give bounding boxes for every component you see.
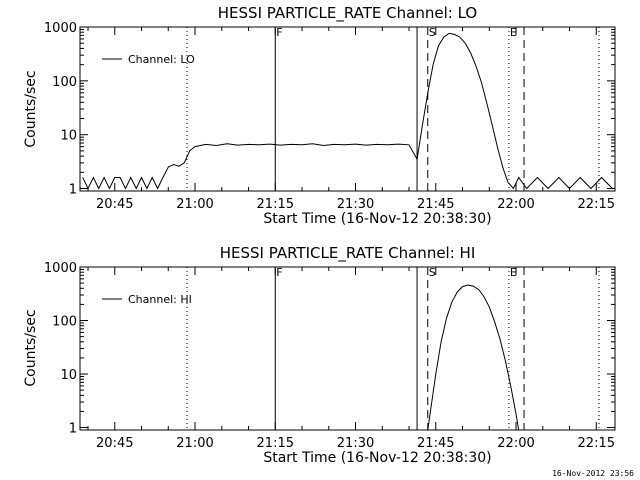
plot-frame — [79, 266, 616, 431]
x-tick-label: 21:45 — [417, 436, 454, 451]
x-tick-label: 22:00 — [497, 436, 534, 451]
x-tick-label: 21:15 — [257, 436, 294, 451]
y-tick-label: 1000 — [44, 21, 77, 36]
x-tick-label: 22:15 — [578, 197, 615, 212]
chart-panel-2: HESSI PARTICLE_RATE Channel: HI 1 10 100 100… — [23, 244, 616, 466]
x-tick-label: 21:30 — [337, 197, 374, 212]
x-tick-label: 21:00 — [176, 436, 213, 451]
marker-label-s: S — [429, 26, 436, 39]
marker-label-s: S — [429, 266, 436, 279]
x-tick-label: 21:45 — [417, 197, 454, 212]
x-tick-label: 20:45 — [96, 436, 133, 451]
y-tick-label: 10 — [60, 129, 77, 144]
y-tick-label: 100 — [52, 315, 77, 330]
y-tick-label: 1000 — [44, 261, 77, 276]
x-tick-label: 22:15 — [578, 436, 615, 451]
x-tick-label: 22:00 — [497, 197, 534, 212]
y-tick-label: 1 — [69, 183, 77, 198]
y-tick-label: 10 — [60, 368, 77, 383]
x-tick-label: 21:15 — [257, 197, 294, 212]
x-axis-label: Start Time (16-Nov-12 20:38:30) — [263, 211, 491, 227]
y-axis-label: Counts/sec — [23, 70, 39, 147]
marker-label-f: F — [276, 266, 282, 279]
footer-timestamp: 16-Nov-2012 23:56 — [552, 469, 634, 478]
y-axis-label: Counts/sec — [23, 309, 39, 386]
marker-label-f: F — [276, 26, 282, 39]
x-tick-label: 21:00 — [176, 197, 213, 212]
plot-frame — [79, 26, 616, 192]
x-tick-label: 20:45 — [96, 197, 133, 212]
y-tick-label: 1 — [69, 422, 77, 437]
x-axis-label: Start Time (16-Nov-12 20:38:30) — [263, 450, 491, 466]
legend-entry: Channel: LO — [128, 53, 195, 66]
x-tick-label: 21:30 — [337, 436, 374, 451]
marker-label-e: E — [510, 26, 517, 39]
series-line — [82, 32, 613, 190]
chart-panel-1: HESSI PARTICLE_RATE Channel: LO 1 10 100 100… — [23, 4, 616, 227]
series-line — [427, 284, 520, 431]
y-tick-label: 100 — [52, 75, 77, 90]
marker-label-e: E — [510, 266, 517, 279]
legend-entry: Channel: HI — [128, 293, 192, 306]
chart-title: HESSI PARTICLE_RATE Channel: HI — [220, 244, 476, 263]
chart-title: HESSI PARTICLE_RATE Channel: LO — [218, 4, 477, 23]
